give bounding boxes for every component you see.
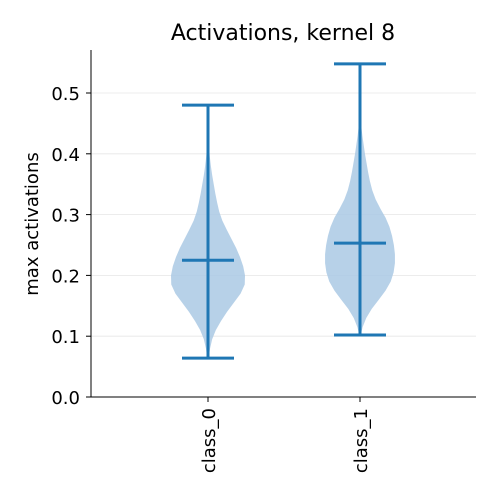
y-tick-label: 0.3 [51,206,80,227]
x-tick-label: class_1 [351,408,372,473]
y-tick-label: 0.1 [51,327,80,348]
axes [90,50,476,398]
x-ticks: class_0 class_1 [199,397,372,473]
violin-statistics [182,62,386,360]
grid-lines [91,92,476,337]
y-axis-label: max activations [22,152,43,295]
y-tick-label: 0.0 [51,388,80,409]
chart-title: Activations, kernel 8 [171,21,395,46]
y-tick-label: 0.4 [51,145,80,166]
y-tick-label: 0.2 [51,266,80,287]
y-ticks: 0.0 0.1 0.2 0.3 0.4 0.5 [51,84,91,409]
y-tick-label: 0.5 [51,84,80,105]
x-tick-label: class_0 [199,408,220,473]
